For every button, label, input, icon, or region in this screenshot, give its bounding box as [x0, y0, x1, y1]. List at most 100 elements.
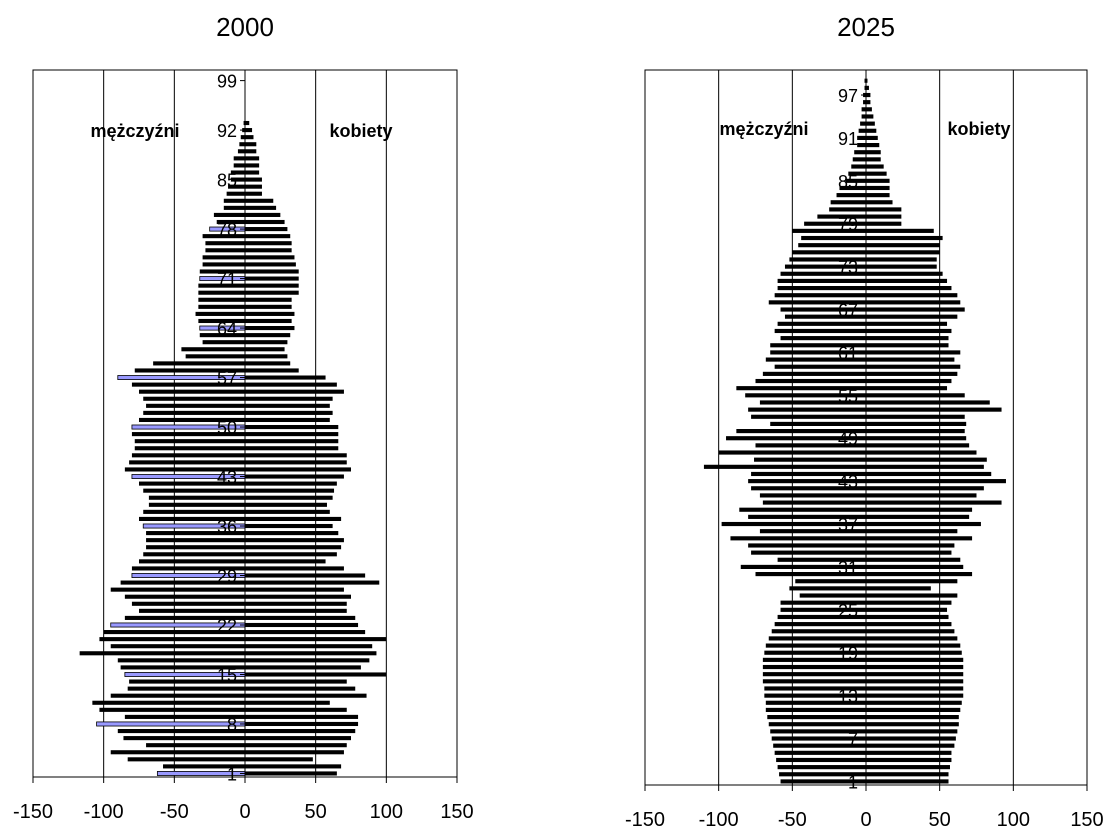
bar-right-age-86 [866, 171, 887, 176]
bar-left-age-74 [202, 255, 245, 260]
bar-left-age-83 [226, 191, 245, 196]
bar-right-age-12 [245, 693, 367, 698]
bar-right-age-72 [245, 269, 299, 274]
bar-right-age-47 [866, 450, 977, 455]
bar-left-age-61 [770, 350, 866, 355]
bar-left-age-41 [143, 488, 245, 493]
bar-right-age-73 [245, 262, 296, 267]
bar-left-age-57 [755, 378, 866, 384]
bar-left-age-68 [768, 300, 866, 305]
bar-left-age-62 [202, 340, 245, 345]
bar-right-age-10 [245, 707, 347, 712]
bar-left-age-28 [120, 580, 245, 585]
bar-left-age-89 [854, 150, 866, 155]
x-tick-label: 50 [929, 809, 951, 831]
bar-left-age-48 [755, 443, 866, 448]
bar-left-age-6 [123, 736, 245, 741]
bar-right-age-19 [866, 650, 962, 655]
bar-right-age-9 [866, 722, 959, 727]
bar-left-age-6 [773, 743, 866, 748]
bar-right-age-6 [866, 743, 955, 748]
bar-right-age-17 [245, 658, 370, 663]
bar-left-age-7 [117, 728, 245, 734]
bar-left-age-79 [216, 219, 245, 225]
bar-right-age-33 [866, 550, 952, 555]
age-tick-label: 85 [217, 171, 237, 191]
age-tick-label: 50 [217, 418, 237, 438]
bar-right-age-10 [866, 715, 959, 720]
bar-left-age-36 [759, 529, 866, 534]
bar-left-age-95 [861, 107, 866, 112]
bar-right-age-52 [866, 414, 965, 419]
bar-right-age-2 [866, 772, 949, 777]
bar-left-age-50 [736, 429, 866, 434]
bar-left-age-75 [205, 248, 245, 253]
bar-left-age-44 [751, 471, 866, 477]
age-tick-label: 37 [838, 515, 858, 535]
bar-left-age-84 [228, 184, 245, 189]
age-tick-label: 61 [838, 343, 858, 363]
bar-right-age-67 [245, 304, 292, 309]
bar-right-age-79 [245, 219, 285, 225]
bar-left-age-92 [858, 128, 866, 133]
bar-left-age-19 [110, 644, 245, 649]
bar-left-age-90 [239, 142, 245, 147]
bar-right-age-76 [245, 241, 292, 246]
bar-left-age-22 [771, 629, 866, 634]
bar-left-age-19 [764, 650, 866, 655]
bar-right-age-58 [245, 368, 299, 373]
bar-left-age-78 [792, 228, 866, 233]
bar-right-age-40 [245, 495, 333, 500]
bar-left-age-52 [751, 414, 866, 419]
bar-right-age-3 [866, 765, 950, 770]
bar-right-age-53 [245, 403, 330, 408]
bar-right-age-8 [245, 721, 359, 727]
bar-right-age-31 [866, 564, 964, 569]
bar-right-age-95 [866, 107, 872, 112]
bar-right-age-57 [245, 375, 326, 380]
bar-left-age-17 [117, 658, 245, 663]
bar-left-age-89 [237, 149, 245, 154]
bar-right-age-93 [866, 121, 875, 126]
bar-right-age-74 [245, 255, 295, 260]
bar-right-age-93 [245, 120, 250, 126]
bar-left-age-60 [185, 354, 245, 359]
bar-left-age-18 [79, 651, 245, 656]
age-tick-label: 36 [217, 517, 237, 537]
bar-left-age-12 [765, 700, 866, 705]
bar-right-age-51 [866, 421, 967, 426]
bar-left-age-15 [762, 679, 866, 684]
bar-right-age-29 [866, 579, 958, 584]
bar-right-age-82 [245, 198, 274, 203]
bar-left-age-80 [213, 212, 245, 217]
bar-left-age-3 [127, 757, 245, 762]
bar-left-age-9 [124, 714, 245, 719]
bar-right-age-49 [245, 432, 339, 437]
bar-right-age-39 [866, 507, 973, 512]
bar-left-age-88 [852, 157, 866, 162]
bar-right-age-63 [866, 336, 949, 341]
bar-left-age-42 [751, 486, 866, 491]
bar-right-age-15 [866, 679, 964, 684]
bar-left-age-54 [759, 400, 866, 405]
bar-right-age-75 [866, 250, 940, 255]
bar-right-age-88 [245, 156, 260, 161]
bar-right-age-9 [245, 714, 359, 719]
bar-right-age-41 [245, 488, 335, 493]
bar-left-age-32 [143, 552, 245, 557]
bar-right-age-98 [866, 85, 869, 90]
age-tick-label: 25 [838, 601, 858, 621]
x-tick-label: -150 [625, 809, 665, 831]
bar-left-age-81 [829, 207, 866, 212]
bar-left-age-31 [740, 564, 866, 569]
age-tick-label: 67 [838, 301, 858, 321]
age-tick-label: 1 [848, 772, 858, 792]
x-tick-label: -100 [699, 809, 739, 831]
age-tick-label: 29 [217, 567, 237, 587]
bar-left-age-72 [780, 271, 866, 276]
bar-right-age-90 [866, 143, 880, 148]
bar-right-age-6 [245, 736, 351, 741]
bar-right-age-76 [866, 243, 940, 248]
bar-right-age-54 [866, 400, 990, 405]
bar-right-age-94 [866, 114, 874, 119]
